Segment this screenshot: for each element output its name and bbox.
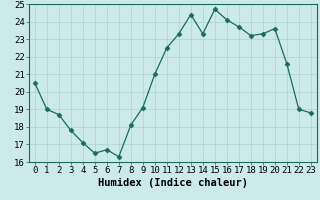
X-axis label: Humidex (Indice chaleur): Humidex (Indice chaleur) xyxy=(98,178,248,188)
